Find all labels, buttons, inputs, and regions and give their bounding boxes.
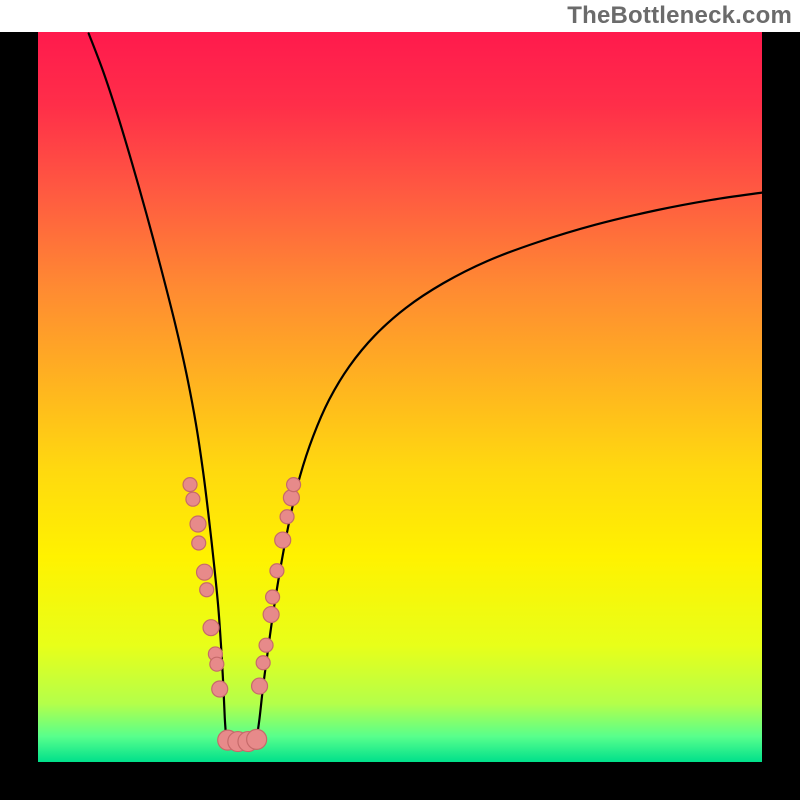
bead <box>200 583 214 597</box>
plot-svg <box>38 32 762 762</box>
frame <box>0 32 800 800</box>
bead <box>192 536 206 550</box>
bead <box>287 478 301 492</box>
bead <box>283 490 299 506</box>
gradient-background <box>38 32 762 762</box>
bead <box>259 638 273 652</box>
bead <box>190 516 206 532</box>
bead <box>203 620 219 636</box>
bead <box>266 590 280 604</box>
plot-area <box>38 32 762 762</box>
bead <box>247 729 267 749</box>
bead <box>210 657 224 671</box>
bead <box>275 532 291 548</box>
bead <box>252 678 268 694</box>
image-root: TheBottleneck.com <box>0 0 800 800</box>
bead <box>280 510 294 524</box>
bead <box>263 607 279 623</box>
bead <box>186 492 200 506</box>
watermark-text: TheBottleneck.com <box>567 2 792 30</box>
bead <box>212 681 228 697</box>
bead <box>183 478 197 492</box>
bead <box>197 564 213 580</box>
bead <box>256 656 270 670</box>
bead <box>270 564 284 578</box>
